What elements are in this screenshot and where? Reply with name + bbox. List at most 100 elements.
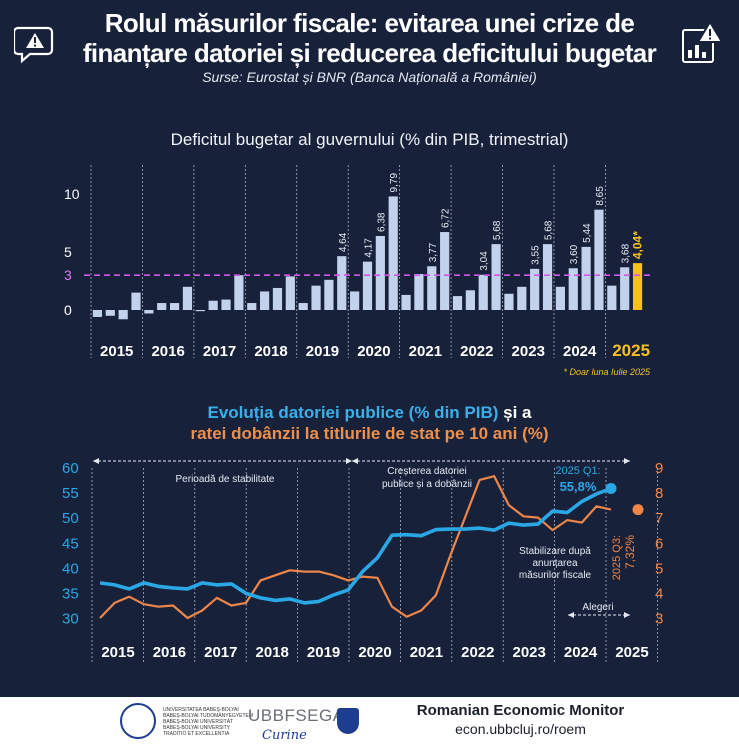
deficit-value-label: 3,60 bbox=[569, 244, 580, 264]
debt-axis-tick: 45 bbox=[62, 535, 79, 552]
year-label: 2023 bbox=[512, 343, 545, 360]
rate-axis-tick: 6 bbox=[655, 535, 663, 552]
deficit-bar bbox=[517, 286, 527, 310]
debt-title-conjunction: și a bbox=[498, 403, 532, 422]
stability-period-arrow-head-left bbox=[93, 458, 99, 464]
deficit-bar bbox=[298, 303, 308, 310]
deficit-bar bbox=[337, 256, 347, 310]
deficit-bar bbox=[118, 310, 128, 320]
stabilization-label: Stabilizare după bbox=[519, 546, 591, 557]
deficit-bar bbox=[144, 310, 154, 314]
year-label: 2020 bbox=[358, 644, 391, 661]
deficit-value-label: 3,55 bbox=[531, 245, 542, 265]
deficit-bar bbox=[530, 268, 540, 310]
debt-axis-tick: 30 bbox=[62, 611, 79, 628]
year-label: 2021 bbox=[409, 343, 442, 360]
growth-period-arrow-head-right bbox=[624, 458, 630, 464]
deficit-value-label: 4,64 bbox=[338, 232, 349, 252]
stabilization-label: anunțarea bbox=[532, 558, 577, 569]
university-name-block: UNIVERSITATEA BABEȘ-BOLYAI BABEȘ-BOLYAI … bbox=[163, 707, 253, 737]
fsega-logo-text: UBBFSEGA bbox=[248, 706, 345, 725]
deficit-bar bbox=[234, 275, 244, 310]
deficit-bar bbox=[555, 286, 565, 310]
year-label: 2019 bbox=[307, 644, 340, 661]
deficit-bar bbox=[542, 244, 553, 310]
rate-callout-label: 2025 Q3: bbox=[611, 535, 623, 580]
deficit-bar bbox=[169, 303, 180, 310]
deficit-bar bbox=[260, 291, 270, 310]
year-label: 2016 bbox=[151, 343, 184, 360]
rate-end-marker bbox=[632, 504, 644, 516]
year-label: 2018 bbox=[254, 343, 287, 360]
monitor-url[interactable]: econ.ubbcluj.ro/roem bbox=[455, 721, 586, 737]
deficit-bar bbox=[620, 267, 630, 310]
rate-axis-tick: 8 bbox=[655, 485, 663, 502]
y-tick-label: 0 bbox=[64, 302, 72, 318]
page-subtitle: Surse: Eurostat și BNR (Banca Națională … bbox=[202, 69, 537, 85]
deficit-bar bbox=[272, 287, 283, 310]
y-tick-label: 3 bbox=[64, 267, 72, 283]
deficit-chart-title: Deficitul bugetar al guvernului (% din P… bbox=[170, 130, 569, 149]
debt-chart-title-line-1: Evoluția datoriei publice (% din PIB) și… bbox=[0, 403, 739, 423]
stability-label: Perioadă de stabilitate bbox=[176, 474, 275, 485]
monitor-name: Romanian Economic Monitor bbox=[416, 702, 625, 719]
chat-warning-icon bbox=[12, 22, 60, 71]
deficit-bar bbox=[285, 276, 295, 310]
debt-axis-tick: 50 bbox=[62, 510, 79, 527]
debt-callout-label: 2025 Q1: bbox=[555, 465, 600, 477]
university-name-line: BABEȘ-BOLYAI TUDOMÁNYEGYETEM bbox=[163, 713, 254, 719]
deficit-bar bbox=[388, 196, 398, 310]
debt-line bbox=[99, 486, 612, 605]
year-label: 2023 bbox=[513, 644, 546, 661]
year-label: 2016 bbox=[153, 644, 186, 661]
deficit-bar bbox=[131, 292, 141, 310]
deficit-value-label: 5,68 bbox=[492, 220, 503, 240]
deficit-value-label: 5,44 bbox=[582, 223, 593, 243]
deficit-bar bbox=[105, 310, 115, 316]
deficit-bar bbox=[401, 294, 411, 310]
deficit-footnote: * Doar luna Iulie 2025 bbox=[563, 367, 651, 377]
deficit-bar bbox=[195, 310, 205, 312]
deficit-value-label: 3,77 bbox=[428, 242, 439, 262]
deficit-bar bbox=[440, 232, 450, 310]
deficit-bar bbox=[92, 310, 103, 317]
year-label: 2024 bbox=[564, 644, 598, 661]
growth-label: publice și a dobânzii bbox=[382, 479, 472, 490]
growth-label: Creșterea datoriei bbox=[387, 466, 466, 477]
university-name-line: TRADITIO ET EXCELLENTIA bbox=[163, 731, 230, 737]
deficit-bar bbox=[504, 293, 514, 310]
rate-axis-tick: 7 bbox=[655, 510, 663, 527]
deficit-bar bbox=[607, 285, 617, 310]
stability-period-arrow-head-right bbox=[346, 458, 352, 464]
y-tick-label: 10 bbox=[64, 186, 80, 202]
chart-warning-icon bbox=[680, 20, 726, 71]
deficit-bar bbox=[247, 303, 257, 310]
year-label: 2015 bbox=[100, 343, 133, 360]
deficit-bar bbox=[478, 274, 488, 310]
year-label: 2022 bbox=[461, 644, 494, 661]
deficit-bar bbox=[491, 244, 501, 310]
y-tick-label: 5 bbox=[64, 244, 72, 260]
deficit-value-label: 6,38 bbox=[376, 212, 387, 232]
deficit-value-label: 3,04 bbox=[479, 251, 490, 271]
elections-label: Alegeri bbox=[582, 602, 613, 613]
deficit-value-label: 5,68 bbox=[544, 220, 555, 240]
deficit-bar bbox=[182, 286, 193, 310]
deficit-bar bbox=[568, 268, 578, 310]
deficit-bar bbox=[157, 303, 167, 310]
debt-callout-value: 55,8% bbox=[560, 479, 597, 494]
year-label: 2019 bbox=[306, 343, 339, 360]
year-label: 2017 bbox=[204, 644, 237, 661]
stabilization-label: măsurilor fiscale bbox=[519, 570, 592, 581]
university-name-line: BABEȘ-BOLYAI UNIVERSITÄT bbox=[163, 719, 234, 725]
deficit-bar bbox=[427, 266, 437, 310]
debt-axis-tick: 40 bbox=[62, 560, 79, 577]
fsega-shield-logo bbox=[337, 708, 359, 734]
university-name-line: UNIVERSITATEA BABEȘ-BOLYAI bbox=[163, 707, 239, 713]
deficit-bar bbox=[414, 274, 424, 310]
university-seal-logo bbox=[120, 703, 156, 739]
debt-axis-tick: 60 bbox=[62, 460, 79, 477]
debt-rate-line-chart: 60 55 50 45 40 35 30 9 8 7 6 5 4 3 Perioadă de stabili… bbox=[62, 458, 663, 662]
